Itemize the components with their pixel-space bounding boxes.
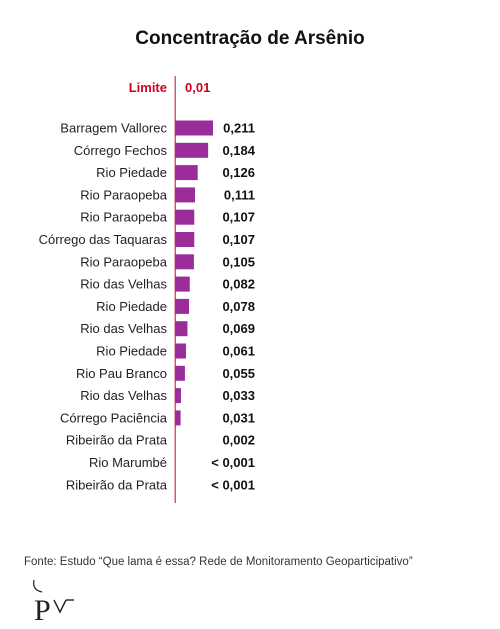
bar <box>175 142 209 158</box>
value-label: 0,055 <box>222 366 255 381</box>
bar <box>175 298 190 314</box>
bar <box>175 410 181 426</box>
bar <box>175 388 181 404</box>
value-label: 0,002 <box>222 433 255 448</box>
category-label: Rio Piedade <box>96 299 167 314</box>
bar <box>175 343 186 359</box>
bar <box>175 187 195 203</box>
category-label: Barragem Vallorec <box>60 121 167 136</box>
value-label: 0,111 <box>224 187 255 202</box>
bar <box>175 165 198 181</box>
category-label: Rio Piedade <box>96 344 167 359</box>
svg-text:P: P <box>34 594 51 626</box>
value-label: < 0,001 <box>211 477 255 492</box>
category-label: Rio das Velhas <box>80 321 167 336</box>
bar <box>175 365 185 381</box>
value-label: 0,105 <box>222 254 255 269</box>
limit-label: Limite <box>129 80 167 95</box>
value-label: 0,078 <box>222 299 255 314</box>
category-label: Ribeirão da Prata <box>66 477 168 492</box>
category-label: Rio das Velhas <box>80 388 167 403</box>
bar <box>175 254 194 270</box>
value-label: 0,033 <box>222 388 255 403</box>
value-label: < 0,001 <box>211 455 255 470</box>
category-label: Córrego das Taquaras <box>39 232 168 247</box>
category-label: Rio Paraopeba <box>80 187 167 202</box>
bar-chart: Limite 0,01 Barragem Vallorec 0,211 Córrego … <box>39 76 256 503</box>
category-label: Rio Pau Branco <box>76 366 167 381</box>
chart-title: Concentração de Arsênio <box>135 28 365 49</box>
value-label: 0,061 <box>222 344 255 359</box>
value-label: 0,107 <box>222 232 255 247</box>
category-label: Ribeirão da Prata <box>66 433 168 448</box>
category-label: Córrego Paciência <box>60 410 168 425</box>
category-label: Rio Marumbé <box>89 455 167 470</box>
value-label: 0,211 <box>223 121 255 136</box>
value-label: 0,126 <box>222 165 255 180</box>
category-label: Rio das Velhas <box>80 277 167 292</box>
publisher-logo: P <box>33 579 74 626</box>
category-label: Rio Paraopeba <box>80 254 167 269</box>
value-label: 0,107 <box>222 210 255 225</box>
value-label: 0,082 <box>222 277 255 292</box>
bar <box>175 120 213 136</box>
bar <box>175 321 188 337</box>
value-label: 0,069 <box>222 321 255 336</box>
category-label: Rio Piedade <box>96 165 167 180</box>
bar <box>175 209 195 225</box>
category-label: Rio Paraopeba <box>80 210 167 225</box>
limit-value-label: 0,01 <box>185 80 210 95</box>
value-label: 0,184 <box>222 143 255 158</box>
bar <box>175 232 195 247</box>
category-label: Córrego Fechos <box>74 143 168 158</box>
source-note: Fonte: Estudo “Que lama é essa? Rede de … <box>24 556 413 568</box>
bar <box>175 276 190 292</box>
value-label: 0,031 <box>222 410 255 425</box>
